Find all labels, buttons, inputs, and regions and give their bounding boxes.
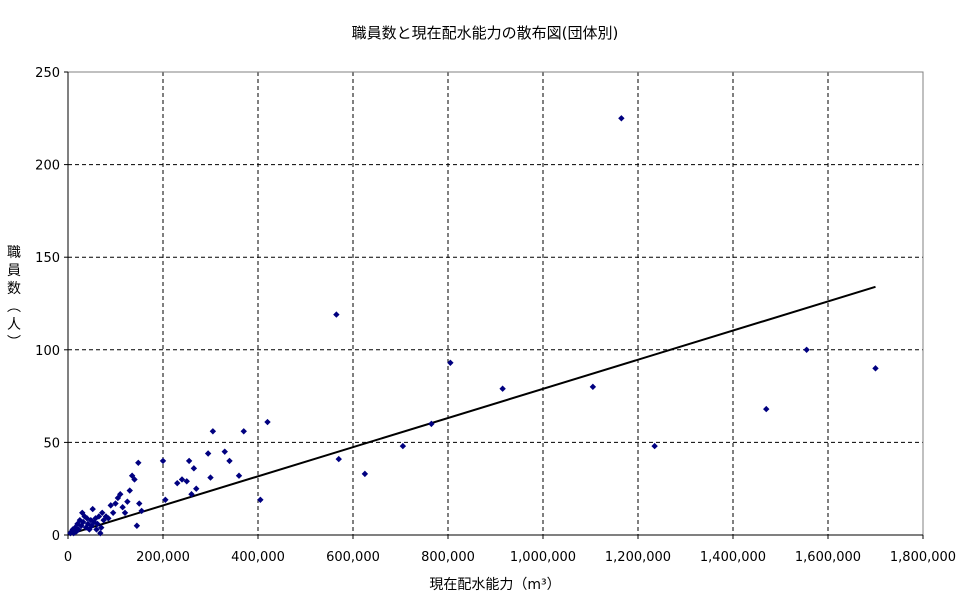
data-point (102, 513, 110, 520)
x-tick-label: 1,400,000 (700, 550, 766, 565)
x-tick-label: 1,800,000 (890, 550, 956, 565)
data-point (240, 428, 247, 435)
data-point (100, 516, 107, 524)
data-point (80, 518, 87, 526)
chart-title: 職員数と現在配水能力の散布図(団体別) (351, 24, 619, 42)
data-point (84, 520, 92, 528)
x-tick-label: 200,000 (136, 550, 190, 565)
data-point (209, 428, 217, 435)
x-tick-label: 0 (64, 550, 72, 565)
y-tick-label: 50 (43, 436, 60, 451)
data-point (235, 472, 243, 479)
y-axis-label: 職 員 数 ︵ 人 ︶ (7, 245, 21, 351)
data-point (81, 513, 88, 520)
data-point (361, 470, 369, 478)
y-tick-label: 200 (35, 159, 60, 174)
data-point (83, 515, 91, 522)
data-point (174, 479, 181, 487)
x-tick-label: 600,000 (326, 550, 380, 565)
data-point (226, 457, 233, 465)
data-point (333, 311, 340, 318)
point-layer (67, 115, 879, 537)
data-point (872, 365, 879, 372)
data-point (589, 383, 597, 391)
data-point (399, 442, 407, 450)
data-point (159, 457, 167, 465)
data-point (67, 529, 74, 537)
grid-layer (68, 72, 923, 535)
plot-border (67, 71, 924, 536)
data-point (107, 502, 114, 509)
trend-layer (72, 285, 876, 535)
data-point (428, 420, 435, 428)
data-point (133, 522, 141, 529)
x-tick-label: 1,600,000 (795, 550, 861, 565)
data-point (124, 498, 131, 505)
axis-layer (64, 71, 924, 539)
data-point (70, 529, 77, 537)
data-point (803, 346, 810, 353)
trendline (72, 285, 876, 535)
data-point (136, 500, 143, 507)
data-point (188, 491, 195, 498)
data-point (98, 524, 105, 531)
data-point (75, 526, 82, 533)
data-point (131, 476, 138, 483)
tick-label-layer: 0 50 100 150 200 250 0 200,000 400,000 600,000 800… (35, 66, 956, 565)
data-point (112, 500, 119, 507)
data-point (117, 491, 124, 498)
data-point (95, 513, 103, 520)
data-point (763, 405, 770, 413)
x-tick-label: 1,000,000 (510, 550, 576, 565)
data-point (128, 472, 136, 479)
data-point (190, 465, 198, 472)
data-point (138, 507, 145, 515)
x-tick-label: 800,000 (421, 550, 475, 565)
data-point (105, 515, 112, 522)
data-point (499, 385, 506, 392)
y-tick-label: 100 (35, 344, 60, 359)
data-point (264, 418, 271, 426)
y-tick-label: 0 (52, 529, 60, 544)
data-point (109, 509, 117, 516)
x-tick-label: 400,000 (231, 550, 285, 565)
data-point (126, 487, 133, 494)
data-point (618, 115, 625, 122)
data-point (94, 520, 101, 528)
data-point (178, 476, 186, 483)
data-point (99, 509, 106, 516)
x-tick-label: 1,200,000 (605, 550, 671, 565)
data-point (93, 526, 100, 533)
data-point (335, 455, 342, 463)
data-point (207, 474, 214, 481)
y-tick-label: 250 (35, 66, 60, 81)
data-point (89, 505, 96, 513)
y-tick-label: 150 (35, 251, 60, 266)
data-point (221, 448, 228, 455)
data-point (651, 442, 658, 450)
data-point (97, 529, 104, 537)
data-point (162, 496, 169, 504)
data-point (257, 496, 264, 504)
data-point (447, 359, 454, 366)
data-point (74, 520, 81, 528)
x-axis-label: 現在配水能力（m³） (429, 577, 561, 593)
data-point (73, 528, 80, 535)
data-point (185, 457, 193, 465)
data-point (121, 509, 129, 516)
data-point (135, 459, 142, 466)
data-point (193, 485, 200, 492)
data-point (119, 504, 126, 511)
data-point (183, 478, 190, 485)
data-point (204, 450, 212, 457)
